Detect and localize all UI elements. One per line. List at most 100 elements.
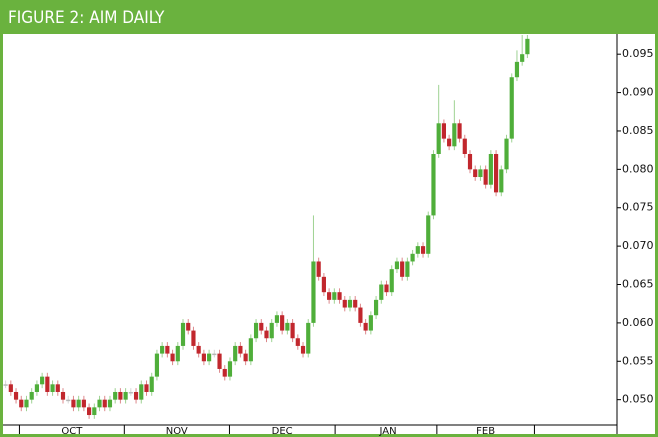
y-tick-label: 0.070 [622, 239, 654, 252]
candle-body [493, 153, 499, 193]
candle-body [139, 384, 144, 400]
candle-body [467, 153, 473, 170]
candle-body [113, 391, 118, 400]
candle-body [426, 215, 431, 254]
candle-body [60, 391, 66, 400]
candle-body [347, 299, 353, 308]
candle-body [102, 399, 107, 408]
candle-body [264, 330, 269, 339]
candle-body [447, 138, 452, 147]
y-tick-label: 0.080 [622, 162, 654, 175]
candle-body [389, 269, 394, 293]
candle-body [123, 391, 128, 400]
candle-body [514, 61, 520, 78]
y-tick-label: 0.085 [622, 124, 654, 137]
candle-body [29, 391, 34, 400]
candle-body [19, 399, 24, 408]
candle-body [431, 153, 436, 216]
candle-body [274, 315, 280, 323]
candle-body [165, 345, 170, 354]
candle-body [149, 376, 154, 392]
candle-body [311, 261, 316, 323]
candle-body [40, 376, 45, 385]
candle-body [509, 77, 514, 139]
candle-body [400, 261, 405, 277]
candle-body [259, 322, 264, 331]
candle-body [415, 246, 420, 254]
candle-body [66, 399, 71, 402]
candle-body [186, 322, 191, 331]
candle-body [118, 391, 123, 400]
candle-body [248, 338, 253, 362]
candle-body [107, 399, 113, 408]
candle-body [290, 322, 295, 339]
candle-body [473, 169, 478, 178]
candle-body [71, 399, 76, 408]
candle-body [238, 345, 243, 354]
candle-body [520, 54, 525, 62]
candle-body [436, 123, 441, 154]
candle-body [342, 299, 347, 308]
candle-body [316, 261, 321, 277]
candle-body [321, 276, 326, 293]
candle-body [243, 353, 248, 362]
candle-body [306, 322, 311, 354]
y-tick-label: 0.055 [622, 354, 654, 367]
x-tick-label: FEB [476, 426, 495, 437]
candle-body [394, 261, 400, 270]
candle-body [207, 353, 212, 362]
x-tick-label: OCT [61, 426, 83, 437]
candle-body [144, 384, 149, 392]
candle-body [295, 338, 300, 346]
candle-body [76, 399, 81, 408]
candles [3, 35, 530, 419]
y-tick-label: 0.090 [622, 86, 654, 99]
candle-body [488, 153, 493, 185]
candle-body [373, 299, 379, 316]
candle-body [191, 330, 196, 346]
candle-body [170, 353, 175, 362]
candle-body [133, 391, 139, 400]
candle-body [420, 246, 426, 254]
candle-body [175, 345, 180, 362]
candle-body [92, 407, 97, 416]
candle-body [269, 322, 274, 339]
candle-body [379, 284, 384, 300]
candle-body [128, 391, 133, 394]
y-tick-label: 0.075 [622, 201, 654, 214]
candle-body [441, 123, 446, 139]
candle-body [13, 391, 19, 400]
candle-body [201, 353, 206, 362]
candle-body [227, 361, 233, 377]
candle-body [233, 345, 238, 362]
candle-body [499, 169, 504, 193]
candle-body [327, 292, 332, 300]
y-tick-label: 0.095 [622, 47, 654, 60]
candle-body [154, 353, 160, 377]
candle-body [24, 399, 29, 408]
candle-body [285, 322, 290, 331]
candle-body [55, 384, 60, 392]
y-tick-label: 0.065 [622, 278, 654, 291]
candle-body [300, 345, 306, 354]
candle-body [280, 315, 285, 331]
candle-body [483, 169, 488, 185]
candle-body [384, 284, 389, 293]
candle-body [45, 376, 50, 392]
candle-body [8, 384, 13, 392]
candle-body [160, 345, 165, 354]
y-tick-label: 0.060 [622, 316, 654, 329]
candle-body [368, 315, 373, 331]
candle-body [3, 384, 8, 386]
candle-body [457, 123, 462, 139]
candle-body [180, 322, 186, 346]
candle-body [363, 322, 368, 331]
chart-title: FIGURE 2: AIM DAILY [8, 8, 165, 28]
candle-body [332, 292, 337, 300]
candle-body [34, 384, 40, 392]
candle-body [525, 38, 530, 55]
candle-body [478, 169, 483, 178]
candle-body [196, 345, 201, 354]
candle-body [353, 299, 358, 308]
